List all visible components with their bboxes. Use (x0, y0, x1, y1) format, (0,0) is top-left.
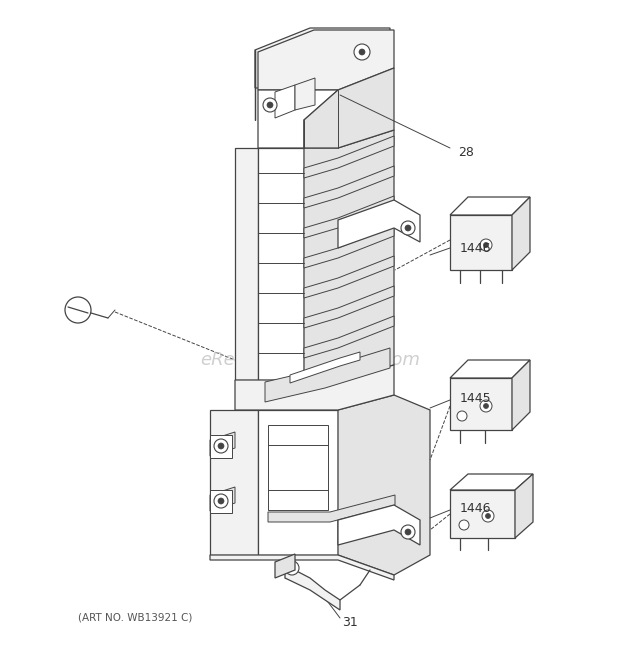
Polygon shape (258, 410, 338, 555)
Circle shape (482, 510, 494, 522)
Circle shape (480, 239, 492, 251)
Polygon shape (304, 68, 394, 148)
Polygon shape (304, 196, 394, 238)
Circle shape (405, 225, 411, 231)
Circle shape (459, 520, 469, 530)
Polygon shape (210, 490, 232, 513)
Circle shape (485, 514, 490, 518)
Text: (ART NO. WB13921 C): (ART NO. WB13921 C) (78, 613, 192, 623)
Polygon shape (512, 197, 530, 270)
Polygon shape (338, 395, 430, 575)
Polygon shape (338, 200, 420, 248)
Polygon shape (304, 226, 394, 268)
Polygon shape (258, 30, 394, 90)
Polygon shape (258, 90, 338, 148)
Text: 1446: 1446 (460, 502, 492, 514)
Polygon shape (210, 435, 232, 458)
Text: 1446: 1446 (460, 241, 492, 254)
Polygon shape (210, 487, 235, 511)
Polygon shape (450, 474, 533, 490)
Polygon shape (450, 378, 512, 430)
Polygon shape (275, 554, 295, 578)
Polygon shape (450, 360, 530, 378)
Polygon shape (255, 28, 390, 88)
Polygon shape (235, 148, 258, 380)
Polygon shape (515, 474, 533, 538)
Text: 31: 31 (342, 615, 358, 629)
Circle shape (359, 49, 365, 55)
Circle shape (354, 44, 370, 60)
Polygon shape (210, 432, 235, 456)
Circle shape (267, 102, 273, 108)
Polygon shape (265, 348, 390, 402)
Polygon shape (304, 130, 394, 380)
Circle shape (214, 494, 228, 508)
Circle shape (484, 243, 489, 247)
Circle shape (405, 529, 411, 535)
Polygon shape (210, 555, 394, 580)
Circle shape (218, 498, 224, 504)
Polygon shape (304, 136, 394, 178)
Circle shape (263, 98, 277, 112)
Polygon shape (285, 565, 340, 610)
Polygon shape (235, 365, 394, 410)
Text: eReplacementParts.com: eReplacementParts.com (200, 351, 420, 369)
Circle shape (401, 525, 415, 539)
Polygon shape (275, 85, 295, 118)
Circle shape (484, 403, 489, 408)
Circle shape (65, 297, 91, 323)
Circle shape (401, 221, 415, 235)
Circle shape (285, 561, 299, 575)
Circle shape (480, 400, 492, 412)
Polygon shape (290, 352, 360, 383)
Circle shape (457, 411, 467, 421)
Polygon shape (450, 490, 515, 538)
Polygon shape (304, 316, 394, 358)
Polygon shape (268, 425, 328, 510)
Polygon shape (304, 256, 394, 298)
Circle shape (218, 443, 224, 449)
Polygon shape (258, 148, 304, 380)
Polygon shape (295, 78, 315, 110)
Polygon shape (304, 286, 394, 328)
Polygon shape (210, 410, 258, 555)
Polygon shape (450, 215, 512, 270)
Polygon shape (268, 495, 395, 522)
Polygon shape (512, 360, 530, 430)
Text: 28: 28 (458, 145, 474, 159)
Text: 1445: 1445 (460, 391, 492, 405)
Polygon shape (304, 166, 394, 208)
Polygon shape (338, 505, 420, 545)
Polygon shape (450, 197, 530, 215)
Circle shape (214, 439, 228, 453)
